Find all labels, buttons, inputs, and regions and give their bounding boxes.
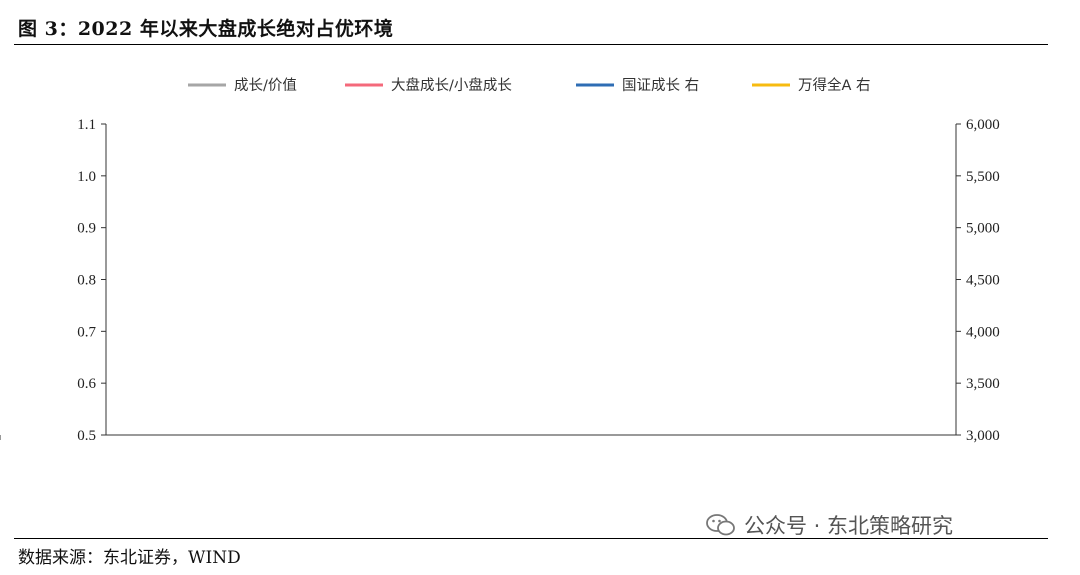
source-note: 数据来源：东北证券，WIND — [18, 548, 241, 568]
legend: 成长/价值 大盘成长/小盘成长 国证成长 右 万得全A 右 — [188, 76, 871, 94]
left-axis-tick-label: 0.7 — [77, 324, 96, 340]
left-axis-tick-label: 0.6 — [77, 376, 96, 392]
right-axis-tick-label: 4,000 — [966, 324, 1000, 340]
right-axis-tick-label: 6,000 — [966, 117, 1000, 133]
bottom-rule — [14, 538, 1048, 539]
right-axis-tick-label: 3,000 — [966, 428, 1000, 444]
left-axis-tick-label: 0.5 — [77, 428, 96, 444]
legend-label: 万得全A 右 — [798, 76, 871, 94]
figure-title: 图 3：2022 年以来大盘成长绝对占优环境 — [18, 18, 394, 40]
legend-label: 成长/价值 — [234, 77, 297, 94]
left-axis-tick-label: 1.0 — [77, 169, 96, 185]
watermark-text: 公众号 · 东北策略研究 — [744, 514, 954, 538]
legend-label: 大盘成长/小盘成长 — [391, 76, 512, 94]
watermark: 公众号 · 东北策略研究 — [706, 510, 953, 540]
left-axis-tick-label: 1.1 — [77, 117, 96, 133]
right-axis-tick-label: 5,000 — [966, 221, 1000, 237]
wechat-icon — [706, 513, 736, 537]
right-axis-tick-label: 3,500 — [966, 376, 1000, 392]
right-axis-tick-label: 4,500 — [966, 273, 1000, 289]
right-axis-tick-label: 5,500 — [966, 169, 1000, 185]
top-rule — [14, 44, 1048, 45]
left-axis-tick-label: 0.8 — [77, 273, 96, 289]
left-axis-tick-label: 0.9 — [77, 221, 96, 237]
axes: 0.5 0.6 0.7 0.8 0.9 1.0 1.1 3,000 3,500 4,000 4,50… — [0, 117, 1000, 444]
legend-label: 国证成长 右 — [622, 77, 699, 94]
